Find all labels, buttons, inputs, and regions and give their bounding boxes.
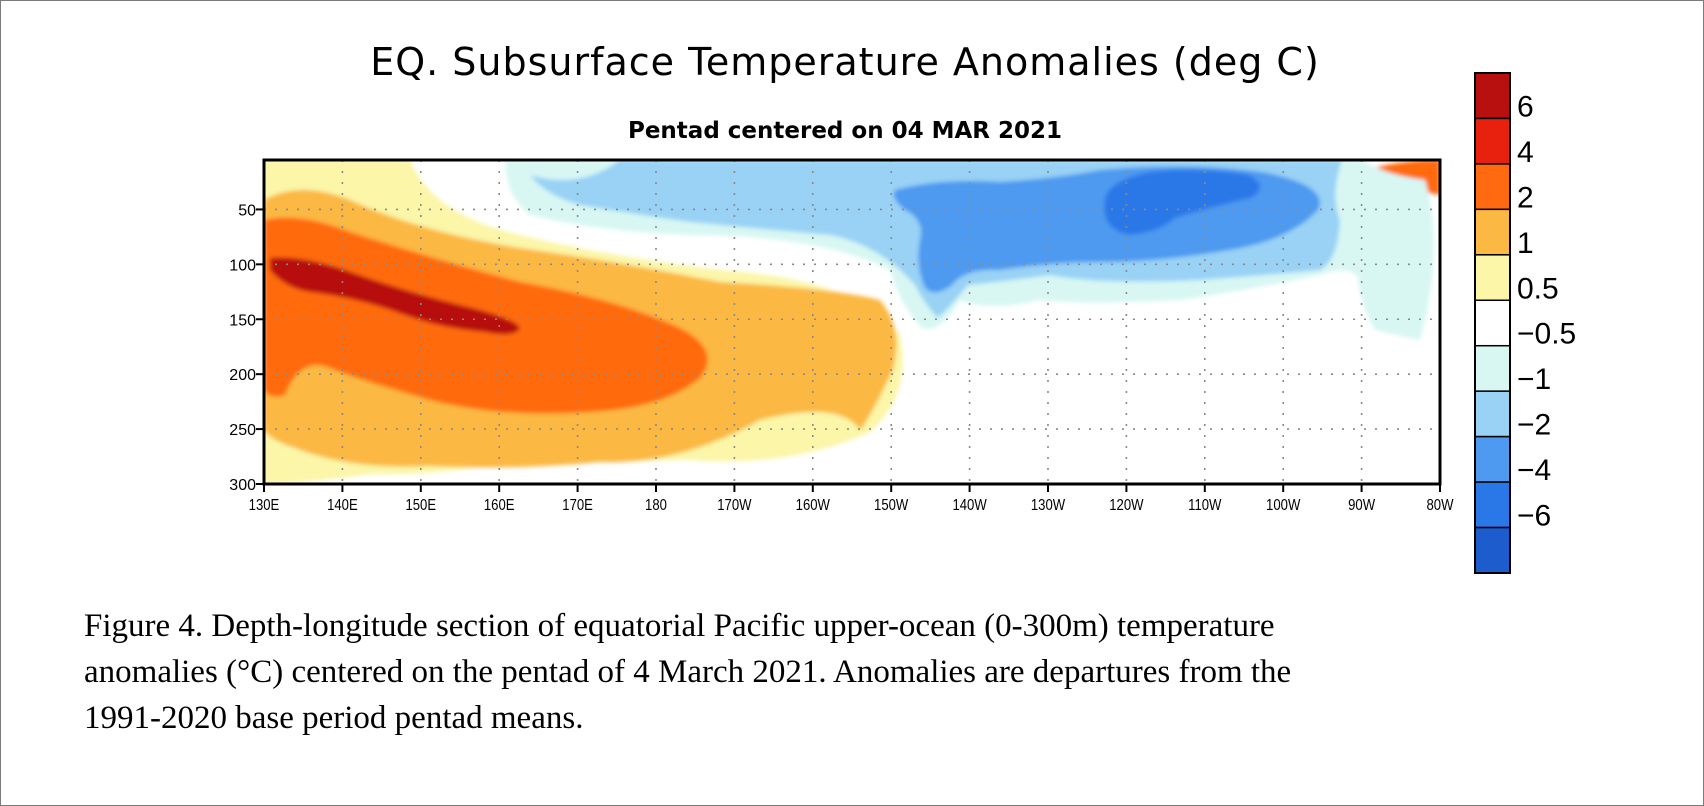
colorbar-label: −2 [1517, 409, 1551, 442]
x-tick-label: 120W [1109, 497, 1143, 514]
colorbar-label: −1 [1517, 363, 1551, 396]
colorbar-label: −0.5 [1517, 318, 1576, 351]
caption-line-1: Figure 4. Depth-longitude section of equ… [84, 608, 1275, 644]
colorbar-swatch [1474, 117, 1511, 165]
colorbar-label: −4 [1517, 454, 1551, 487]
caption-line-2: anomalies (°C) centered on the pentad of… [84, 654, 1292, 690]
x-tick-label: 90W [1348, 497, 1375, 514]
caption-line-3: 1991-2020 base period pentad means. [84, 700, 584, 736]
y-tick-label: 50 [238, 202, 256, 219]
x-tick-label: 160W [796, 497, 830, 514]
colorbar-swatch [1474, 526, 1511, 574]
x-tick-label: 150E [405, 497, 436, 514]
colorbar-swatch [1474, 254, 1511, 302]
colorbar-swatch [1474, 481, 1511, 529]
chart-title: EQ. Subsurface Temperature Anomalies (de… [370, 40, 1320, 84]
x-tick-label: 140E [327, 497, 358, 514]
colorbar-swatch [1474, 390, 1511, 438]
x-tick-label: 130E [249, 497, 280, 514]
x-tick-label: 170W [717, 497, 751, 514]
x-tick-label: 140W [952, 497, 986, 514]
chart-figure: 130E 140E 150E 160E 170E 180 170W 160W 150W 140W 1… [229, 72, 1576, 574]
x-tick-label: 80W [1427, 497, 1454, 514]
x-tick-label: 170E [562, 497, 593, 514]
x-axis: 130E 140E 150E 160E 170E 180 170W 160W 150W 140W 1… [249, 484, 1454, 514]
colorbar-swatch [1474, 208, 1511, 256]
plot-grid [264, 160, 1440, 484]
colorbar-label: 6 [1517, 90, 1534, 123]
x-tick-label: 130W [1031, 497, 1065, 514]
plot-area [264, 160, 1440, 484]
x-tick-label: 100W [1266, 497, 1300, 514]
chart-subtitle: Pentad centered on 04 MAR 2021 [627, 118, 1063, 144]
colorbar-label: −6 [1517, 500, 1551, 533]
y-tick-label: 150 [229, 312, 256, 329]
anomaly-region-4-to-6 [270, 257, 520, 335]
colorbar-swatch [1474, 344, 1511, 392]
x-tick-label: 180 [645, 497, 667, 514]
colorbar-swatch [1474, 163, 1511, 211]
x-tick-label: 160E [484, 497, 515, 514]
colorbar-label: 4 [1517, 136, 1534, 169]
colorbar-label: 0.5 [1517, 272, 1559, 305]
x-tick-label: 110W [1188, 497, 1221, 514]
x-tick-label: 150W [874, 497, 908, 514]
colorbar-swatch [1474, 72, 1511, 120]
anomaly-region-minus-4-to-minus-6 [1104, 169, 1260, 235]
colorbar-frame [1474, 72, 1511, 574]
colorbar-label: 2 [1517, 181, 1534, 214]
plot-frame [262, 158, 1442, 486]
colorbar-swatch [1474, 435, 1511, 483]
y-tick-label: 300 [229, 477, 256, 494]
colorbar-swatch [1474, 299, 1511, 347]
y-tick-label: 250 [229, 422, 256, 439]
figure-caption: Figure 4. Depth-longitude section of equ… [84, 603, 1604, 741]
y-axis: 50 100 150 200 250 300 [229, 202, 264, 494]
y-tick-label: 200 [229, 367, 256, 384]
colorbar: 6 4 2 1 0.5 −0.5 −1 −2 −4 −6 [1474, 72, 1576, 574]
colorbar-label: 1 [1517, 227, 1534, 260]
y-tick-label: 100 [229, 257, 256, 274]
